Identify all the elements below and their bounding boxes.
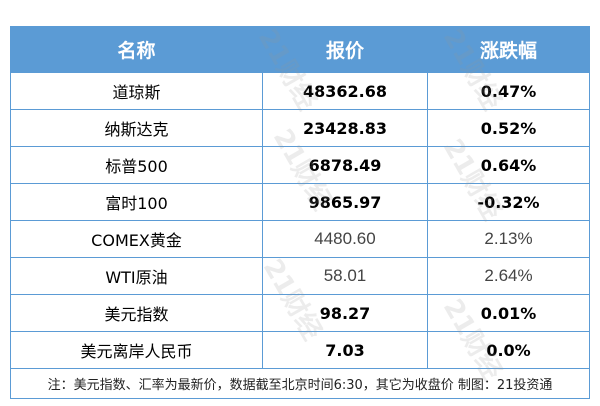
row-price: 6878.49 bbox=[262, 146, 428, 184]
table-row: 美元指数 98.27 0.01% bbox=[10, 294, 590, 332]
row-price: 9865.97 bbox=[262, 183, 428, 221]
table-row: 道琼斯 48362.68 0.47% bbox=[10, 72, 590, 110]
table-row: 纳斯达克 23428.83 0.52% bbox=[10, 109, 590, 147]
row-name: 美元离岸人民币 bbox=[10, 331, 263, 369]
row-change: 0.47% bbox=[427, 72, 590, 110]
table-row: 富时100 9865.97 -0.32% bbox=[10, 183, 590, 221]
row-price: 98.27 bbox=[262, 294, 428, 332]
table-row: COMEX黄金 4480.60 2.13% bbox=[10, 220, 590, 258]
footnote: 注：美元指数、汇率为最新价，数据截至北京时间6:30，其它为收盘价 制图：21投… bbox=[10, 368, 590, 399]
table-row: 标普500 6878.49 0.64% bbox=[10, 146, 590, 184]
row-change: 2.64% bbox=[427, 257, 590, 295]
row-price: 58.01 bbox=[262, 257, 428, 295]
table-header: 名称 报价 涨跌幅 bbox=[10, 26, 590, 73]
row-name: 美元指数 bbox=[10, 294, 263, 332]
row-change: 0.64% bbox=[427, 146, 590, 184]
row-change: 0.01% bbox=[427, 294, 590, 332]
note-row: 注：美元指数、汇率为最新价，数据截至北京时间6:30，其它为收盘价 制图：21投… bbox=[10, 368, 590, 399]
row-name: 标普500 bbox=[10, 146, 263, 184]
table-row: WTI原油 58.01 2.64% bbox=[10, 257, 590, 295]
row-name: COMEX黄金 bbox=[10, 220, 263, 258]
header-change: 涨跌幅 bbox=[427, 26, 590, 73]
row-change: 2.13% bbox=[427, 220, 590, 258]
row-name: 纳斯达克 bbox=[10, 109, 263, 147]
row-name: 富时100 bbox=[10, 183, 263, 221]
row-price: 48362.68 bbox=[262, 72, 428, 110]
row-name: WTI原油 bbox=[10, 257, 263, 295]
row-change: 0.0% bbox=[427, 331, 590, 369]
row-change: 0.52% bbox=[427, 109, 590, 147]
row-name: 道琼斯 bbox=[10, 72, 263, 110]
row-price: 23428.83 bbox=[262, 109, 428, 147]
header-name: 名称 bbox=[10, 26, 263, 73]
table-row: 美元离岸人民币 7.03 0.0% bbox=[10, 331, 590, 369]
row-price: 4480.60 bbox=[262, 220, 428, 258]
row-price: 7.03 bbox=[262, 331, 428, 369]
row-change: -0.32% bbox=[427, 183, 590, 221]
market-quotes-table: 名称 报价 涨跌幅 道琼斯 48362.68 0.47% 纳斯达克 23428.83 0.… bbox=[10, 26, 590, 399]
header-price: 报价 bbox=[262, 26, 428, 73]
